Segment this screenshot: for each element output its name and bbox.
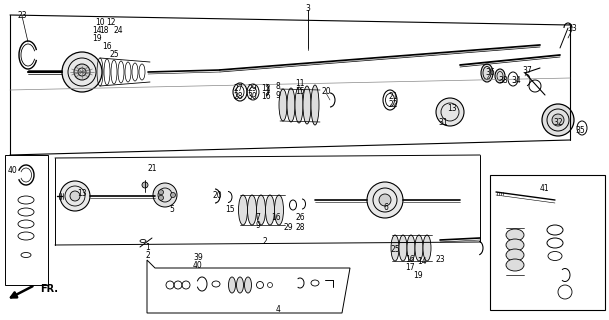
Ellipse shape bbox=[506, 259, 524, 271]
Ellipse shape bbox=[506, 229, 524, 241]
Text: 12: 12 bbox=[106, 18, 116, 27]
Text: 23: 23 bbox=[435, 255, 445, 265]
Text: 21: 21 bbox=[389, 92, 398, 100]
Text: 1: 1 bbox=[146, 244, 150, 252]
Text: 28: 28 bbox=[233, 92, 243, 100]
Text: 11: 11 bbox=[295, 78, 304, 87]
Ellipse shape bbox=[256, 195, 266, 225]
Ellipse shape bbox=[399, 235, 407, 261]
Text: 38: 38 bbox=[498, 76, 508, 84]
Ellipse shape bbox=[311, 85, 319, 125]
Text: 26: 26 bbox=[295, 213, 305, 222]
Text: 31: 31 bbox=[438, 117, 448, 126]
Text: 29: 29 bbox=[247, 84, 257, 92]
Text: 9: 9 bbox=[256, 221, 261, 230]
Circle shape bbox=[171, 193, 175, 197]
Text: 7: 7 bbox=[256, 213, 261, 222]
Ellipse shape bbox=[415, 235, 423, 261]
Ellipse shape bbox=[495, 69, 505, 83]
Circle shape bbox=[379, 194, 391, 206]
Text: 16: 16 bbox=[102, 42, 112, 51]
Text: 20: 20 bbox=[212, 191, 222, 201]
Text: 28: 28 bbox=[295, 223, 304, 233]
Text: 20: 20 bbox=[321, 86, 331, 95]
Ellipse shape bbox=[423, 235, 431, 261]
Text: 22: 22 bbox=[389, 100, 398, 108]
Circle shape bbox=[62, 52, 102, 92]
Ellipse shape bbox=[275, 195, 284, 225]
Ellipse shape bbox=[244, 277, 252, 293]
Text: 3: 3 bbox=[306, 4, 311, 12]
Ellipse shape bbox=[236, 277, 244, 293]
Text: 16: 16 bbox=[405, 255, 415, 265]
Text: 8: 8 bbox=[276, 82, 280, 91]
Ellipse shape bbox=[228, 277, 236, 293]
Circle shape bbox=[436, 98, 464, 126]
Text: 19: 19 bbox=[413, 271, 423, 281]
Ellipse shape bbox=[481, 64, 493, 82]
Text: 40: 40 bbox=[7, 165, 17, 174]
Text: 16: 16 bbox=[271, 213, 281, 222]
Text: 5: 5 bbox=[169, 205, 174, 214]
Text: 39: 39 bbox=[193, 253, 203, 262]
Text: 13: 13 bbox=[447, 103, 457, 113]
Text: 29: 29 bbox=[283, 223, 293, 233]
Text: 14: 14 bbox=[92, 26, 102, 35]
Text: 32: 32 bbox=[553, 117, 563, 126]
Text: 36: 36 bbox=[485, 68, 495, 76]
Text: 40: 40 bbox=[193, 261, 203, 270]
Text: 6: 6 bbox=[384, 204, 389, 212]
Text: 19: 19 bbox=[92, 34, 102, 43]
Ellipse shape bbox=[239, 195, 247, 225]
Ellipse shape bbox=[295, 87, 303, 123]
Text: FR.: FR. bbox=[40, 284, 58, 294]
Text: 21: 21 bbox=[147, 164, 157, 172]
Text: 24: 24 bbox=[113, 26, 123, 35]
Text: 2: 2 bbox=[262, 237, 267, 246]
Text: 15: 15 bbox=[295, 86, 305, 95]
Text: 34: 34 bbox=[511, 76, 521, 84]
Text: 35: 35 bbox=[575, 125, 585, 134]
Text: 41: 41 bbox=[539, 183, 549, 193]
Text: 10: 10 bbox=[95, 18, 105, 27]
Text: 15: 15 bbox=[225, 205, 235, 214]
Ellipse shape bbox=[303, 86, 311, 124]
Text: 25: 25 bbox=[109, 50, 119, 59]
Ellipse shape bbox=[247, 195, 256, 225]
Text: 14: 14 bbox=[417, 257, 427, 266]
Circle shape bbox=[153, 183, 177, 207]
Text: 25: 25 bbox=[390, 245, 400, 254]
Ellipse shape bbox=[391, 235, 399, 261]
Text: 2: 2 bbox=[146, 252, 150, 260]
Circle shape bbox=[74, 64, 90, 80]
Text: 13: 13 bbox=[77, 188, 87, 197]
Ellipse shape bbox=[279, 89, 287, 121]
Text: 30: 30 bbox=[247, 92, 257, 100]
Text: 17: 17 bbox=[405, 263, 415, 273]
Circle shape bbox=[158, 195, 163, 200]
Ellipse shape bbox=[506, 239, 524, 251]
Text: 27: 27 bbox=[233, 84, 243, 92]
Bar bbox=[490, 175, 605, 310]
Circle shape bbox=[552, 114, 564, 126]
Text: 9: 9 bbox=[275, 91, 280, 100]
Circle shape bbox=[142, 182, 148, 188]
Text: 12: 12 bbox=[261, 84, 271, 92]
Text: 33: 33 bbox=[567, 23, 577, 33]
Text: 18: 18 bbox=[99, 26, 109, 35]
Circle shape bbox=[60, 181, 90, 211]
Ellipse shape bbox=[407, 235, 415, 261]
Circle shape bbox=[70, 191, 80, 201]
Text: 4: 4 bbox=[275, 306, 280, 315]
Ellipse shape bbox=[506, 249, 524, 261]
Ellipse shape bbox=[287, 88, 295, 122]
Text: 37: 37 bbox=[522, 66, 532, 75]
Ellipse shape bbox=[266, 195, 275, 225]
Text: 16: 16 bbox=[261, 92, 271, 100]
Circle shape bbox=[158, 190, 163, 195]
Circle shape bbox=[367, 182, 403, 218]
Circle shape bbox=[542, 104, 574, 136]
Text: 23: 23 bbox=[17, 11, 27, 20]
